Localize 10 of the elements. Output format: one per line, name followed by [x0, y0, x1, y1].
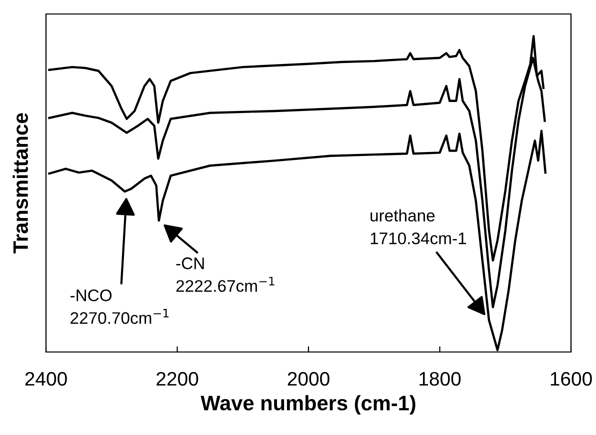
x-tick-label: 1600 — [550, 372, 592, 386]
x-tick-label: 2400 — [25, 372, 67, 386]
annotation: -CN 2222.67cm$^{−1}$ — [176, 257, 274, 292]
x-tick-label: 1800 — [420, 372, 461, 386]
annotation: urethane 1710.34cm-1 — [370, 209, 466, 244]
annotation: -NCO 2270.70cm$^{−1}$ — [70, 289, 169, 324]
x-axis-title: Wave numbers (cm-1) — [200, 395, 416, 415]
y-axis-title: Transmittance — [12, 113, 28, 254]
x-tick-label: 2200 — [156, 372, 198, 386]
x-tick-label: 2000 — [288, 372, 330, 386]
